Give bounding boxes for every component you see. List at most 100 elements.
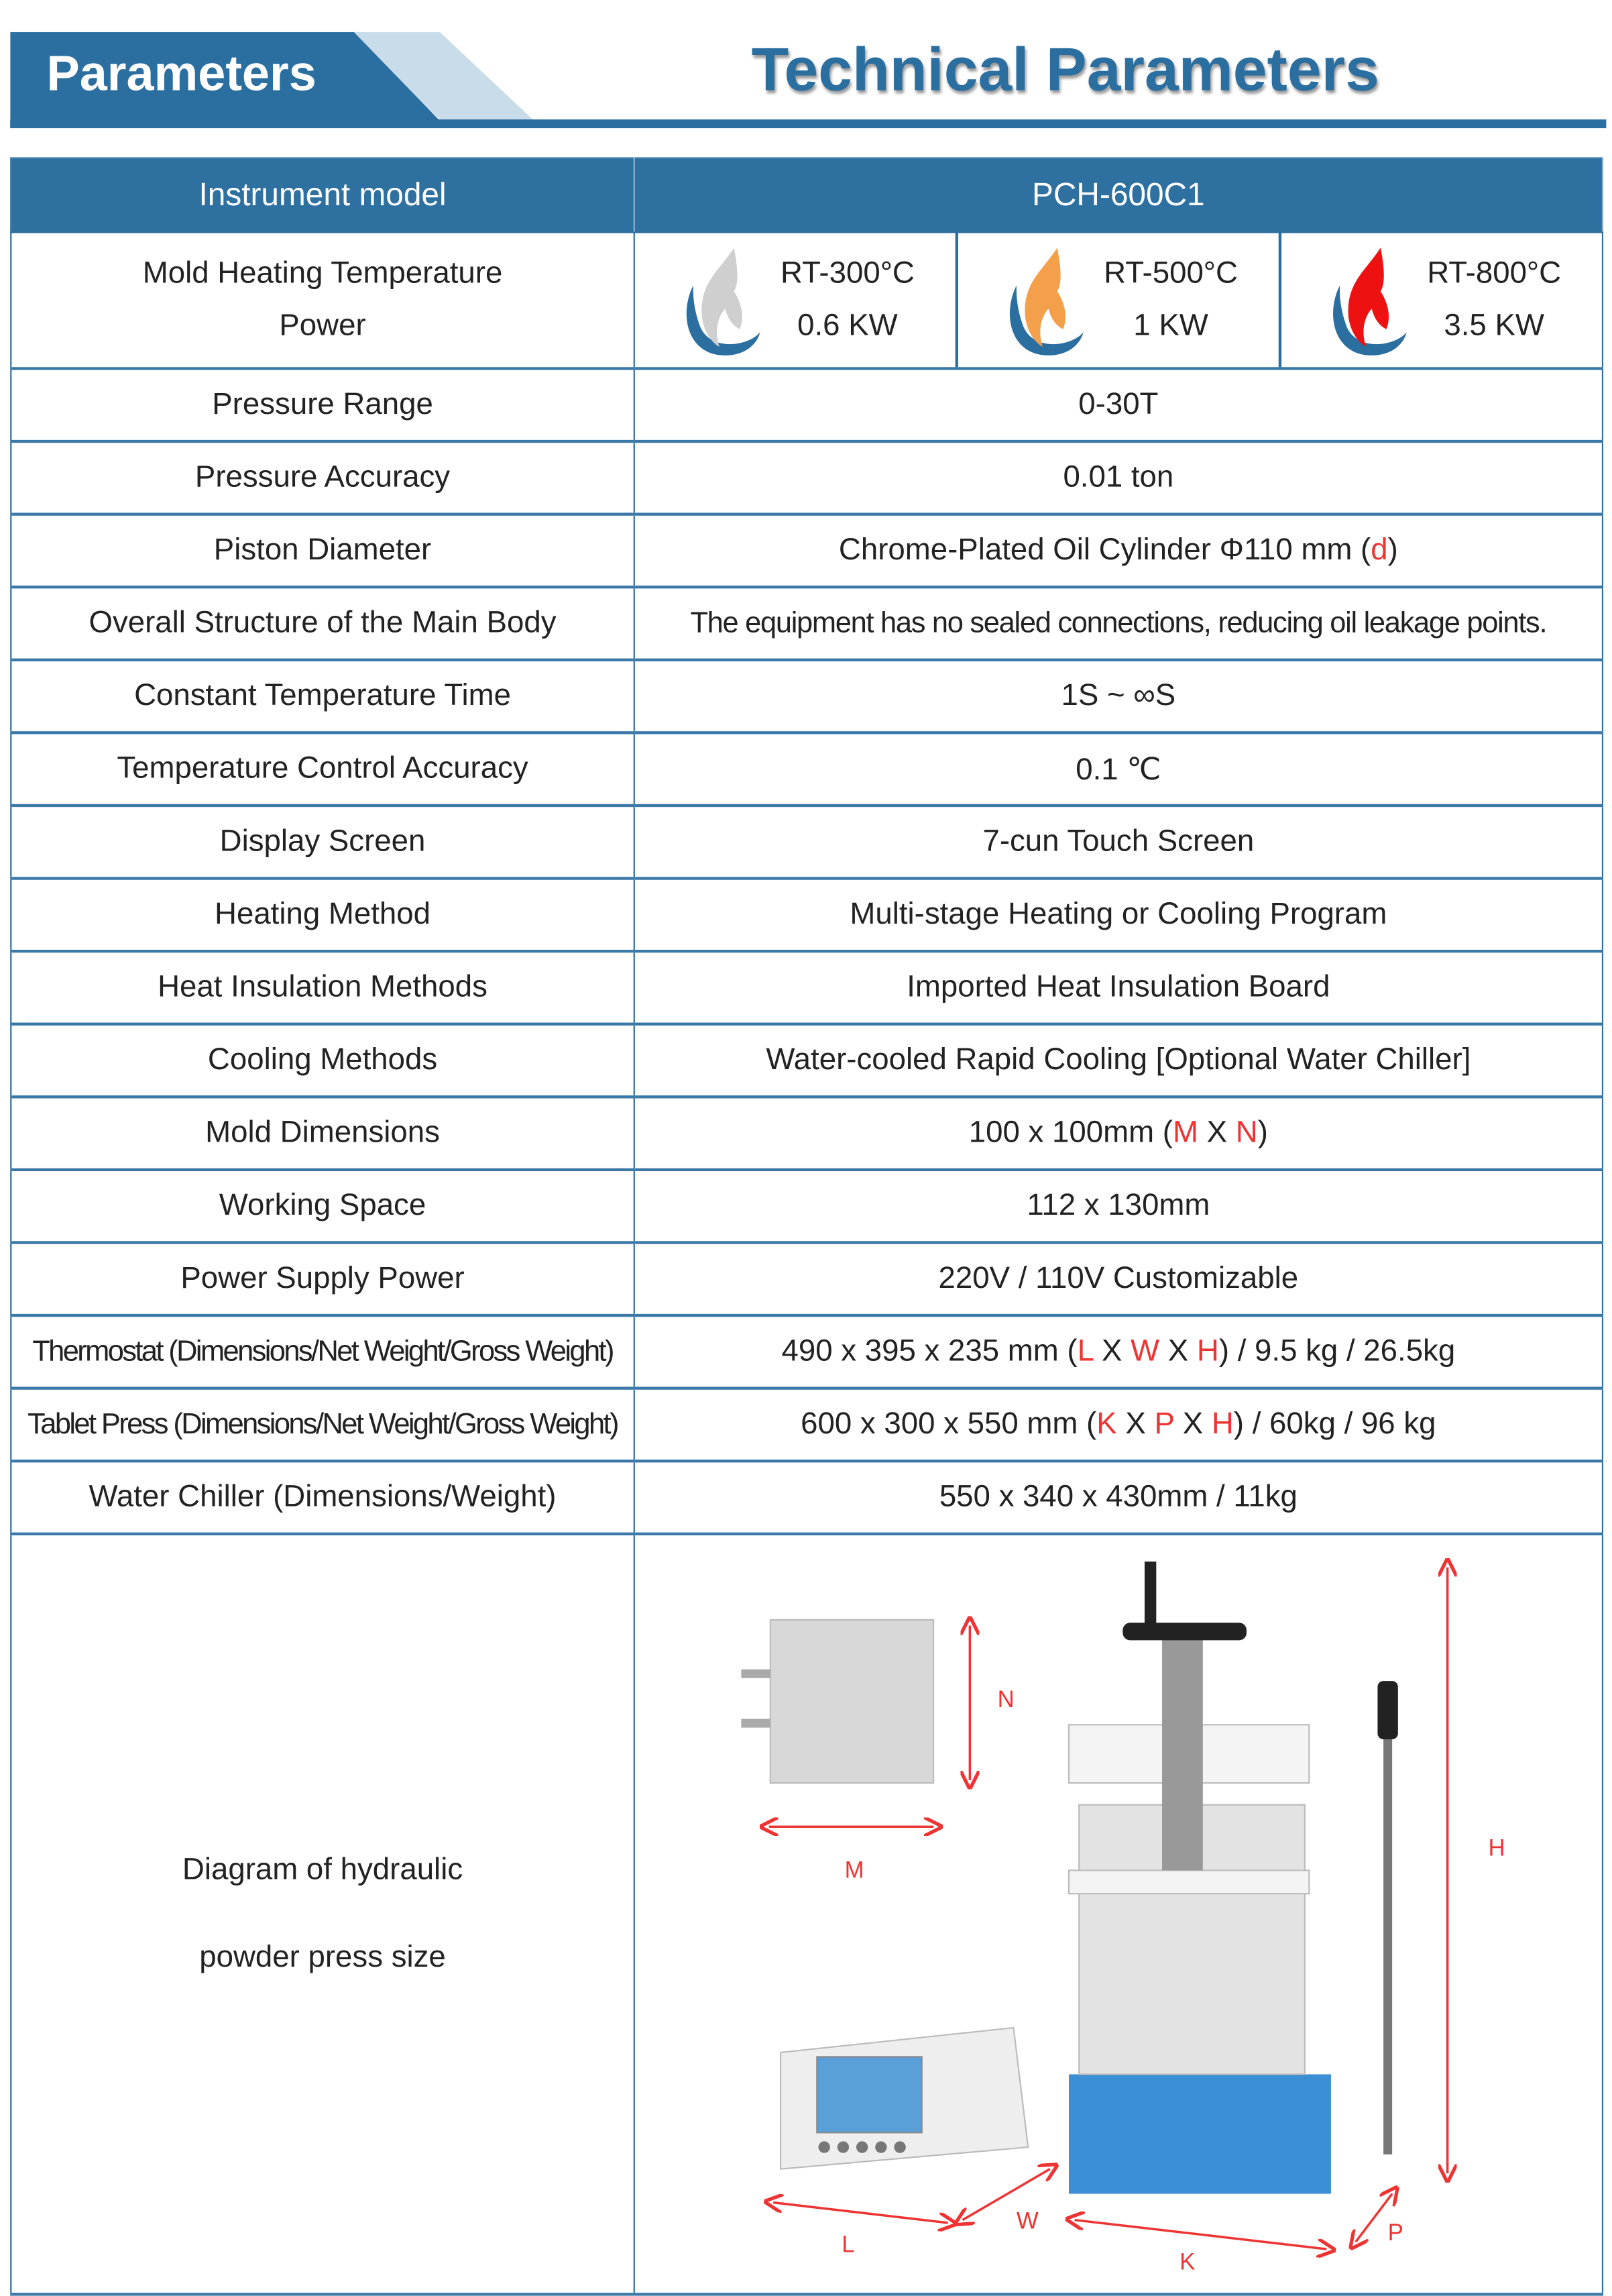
model-label: Instrument model — [10, 157, 635, 233]
param-label: Water Chiller (Dimensions/Weight) — [10, 1460, 635, 1535]
param-label: Heat Insulation Methods — [10, 950, 635, 1026]
param-row: Heat Insulation Methods Imported Heat In… — [10, 950, 1604, 1026]
param-value: 0-30T — [633, 368, 1604, 443]
param-value: Imported Heat Insulation Board — [633, 950, 1604, 1026]
param-value-end: ) — [1257, 1115, 1268, 1150]
dim-label-m: M — [845, 1857, 864, 1883]
param-value-part: N — [1235, 1115, 1258, 1150]
flame-orange-icon — [1009, 248, 1084, 356]
param-value-text: 112 x 130mm — [1027, 1189, 1210, 1223]
heating-temp: RT-300°C — [780, 256, 915, 290]
param-value-part: W — [1131, 1334, 1160, 1368]
param-value: 112 x 130mm — [633, 1168, 1604, 1244]
param-value-end: ) / 9.5 kg / 26.5kg — [1218, 1334, 1456, 1368]
param-label: Working Space — [10, 1168, 635, 1244]
param-row: Pressure Accuracy 0.01 ton — [10, 440, 1604, 516]
flame-gray-icon — [686, 248, 760, 356]
param-value: 220V / 110V Customizable — [633, 1242, 1604, 1317]
param-value-text: 1S ~ ∞S — [1061, 679, 1176, 712]
param-value-text: 600 x 300 x 550 mm ( — [801, 1407, 1097, 1441]
param-row: Power Supply Power 220V / 110V Customiza… — [10, 1242, 1604, 1317]
param-value-part: X — [1198, 1115, 1236, 1150]
param-value-text: Imported Heat Insulation Board — [907, 970, 1330, 1004]
param-value-text: The equipment has no sealed connections,… — [690, 606, 1547, 639]
param-value: The equipment has no sealed connections,… — [633, 586, 1604, 661]
param-label: Piston Diameter — [10, 513, 635, 589]
header-rule — [10, 119, 1607, 129]
param-row: Thermostat (Dimensions/Net Weight/Gross … — [10, 1314, 1604, 1390]
param-value-part: H — [1211, 1407, 1234, 1441]
heating-temp: RT-500°C — [1104, 256, 1239, 290]
param-value: 550 x 340 x 430mm / 11kg — [633, 1460, 1604, 1535]
param-label: Pressure Range — [10, 368, 635, 443]
param-value-text: 100 x 100mm ( — [968, 1115, 1173, 1150]
dim-label-p: P — [1388, 2220, 1403, 2246]
param-value-part: L — [1077, 1334, 1094, 1368]
heating-temp: RT-800°C — [1427, 256, 1562, 290]
param-label: Display Screen — [10, 804, 635, 880]
param-value-text: 220V / 110V Customizable — [938, 1261, 1299, 1295]
page-title: Technical Parameters — [751, 35, 1379, 104]
param-value: Multi-stage Heating or Cooling Program — [633, 877, 1604, 953]
param-label: Overall Structure of the Main Body — [10, 586, 635, 661]
param-value: 1S ~ ∞S — [633, 659, 1604, 734]
param-value-text: 550 x 340 x 430mm / 11kg — [939, 1480, 1298, 1514]
heating-label-line1: Mold Heating Temperature — [142, 256, 503, 290]
param-value: Chrome-Plated Oil Cylinder Φ110 mm (d) — [633, 513, 1604, 589]
param-label: Heating Method — [10, 877, 635, 953]
dim-label-k: K — [1179, 2250, 1195, 2275]
flame-red-icon — [1332, 248, 1407, 356]
dim-label-l: L — [842, 2232, 854, 2257]
param-label: Mold Dimensions — [10, 1096, 635, 1172]
heating-option: RT-500°C 1 KW — [958, 233, 1282, 368]
dim-label-w: W — [1017, 2209, 1039, 2234]
param-value-part: X — [1174, 1407, 1212, 1441]
water-chiller-image — [741, 1619, 935, 1784]
param-row: Mold Dimensions 100 x 100mm (M X N) — [10, 1096, 1604, 1172]
param-value-part: X — [1093, 1334, 1131, 1368]
param-value: 0.01 ton — [633, 440, 1604, 516]
param-row: Overall Structure of the Main Body The e… — [10, 586, 1604, 661]
param-label: Temperature Control Accuracy — [10, 732, 635, 808]
param-row: Piston Diameter Chrome-Plated Oil Cylind… — [10, 513, 1604, 589]
param-value-highlight: d — [1371, 533, 1388, 567]
param-value-text: 0.1 ℃ — [1076, 752, 1161, 786]
param-row: Heating Method Multi-stage Heating or Co… — [10, 877, 1604, 953]
param-row: Water Chiller (Dimensions/Weight) 550 x … — [10, 1460, 1604, 1535]
param-value-part: P — [1154, 1407, 1175, 1441]
param-value: Water-cooled Rapid Cooling [Optional Wat… — [633, 1023, 1604, 1099]
param-value-part: H — [1196, 1334, 1219, 1368]
header-tab-label: Parameters — [46, 46, 316, 103]
thermostat-image — [779, 2026, 1029, 2170]
param-label: Power Supply Power — [10, 1242, 635, 1317]
param-value: 600 x 300 x 550 mm (K X P X H) / 60kg / … — [633, 1387, 1604, 1463]
param-value: 490 x 395 x 235 mm (L X W X H) / 9.5 kg … — [633, 1314, 1604, 1390]
param-value-end: ) / 60kg / 96 kg — [1233, 1407, 1436, 1441]
param-row: Working Space 112 x 130mm — [10, 1168, 1604, 1244]
param-value-text: 490 x 395 x 235 mm ( — [781, 1334, 1078, 1368]
param-row: Tablet Press (Dimensions/Net Weight/Gros… — [10, 1387, 1604, 1463]
dim-label-h: H — [1488, 1836, 1505, 1861]
parameters-table: Instrument model PCH-600C1 Mold Heating … — [10, 157, 1604, 2296]
param-value-part: X — [1159, 1334, 1197, 1368]
param-value-part: M — [1172, 1115, 1198, 1150]
param-label: Constant Temperature Time — [10, 659, 635, 734]
param-row: Pressure Range 0-30T — [10, 368, 1604, 443]
dim-label-n: N — [998, 1687, 1015, 1712]
heating-option: RT-300°C 0.6 KW — [635, 233, 958, 368]
heating-power: 3.5 KW — [1444, 309, 1544, 343]
param-value-text: Chrome-Plated Oil Cylinder Φ110 mm ( — [838, 533, 1371, 567]
param-label: Thermostat (Dimensions/Net Weight/Gross … — [10, 1314, 635, 1390]
param-value-text: 0-30T — [1078, 387, 1159, 421]
param-value-part: K — [1096, 1407, 1117, 1441]
param-row: Display Screen 7-cun Touch Screen — [10, 804, 1604, 880]
heating-power: 0.6 KW — [797, 309, 898, 343]
diagram-label-line2: powder press size — [199, 1940, 446, 1974]
param-value: 0.1 ℃ — [633, 732, 1604, 808]
model-value: PCH-600C1 — [633, 157, 1604, 233]
param-value-text: Multi-stage Heating or Cooling Program — [850, 897, 1387, 931]
heating-label: Mold Heating Temperature Power — [10, 231, 635, 370]
press-size-diagram: N M H L W K P — [741, 1535, 1505, 2275]
diagram-label: Diagram of hydraulic powder press size — [10, 1533, 635, 2296]
